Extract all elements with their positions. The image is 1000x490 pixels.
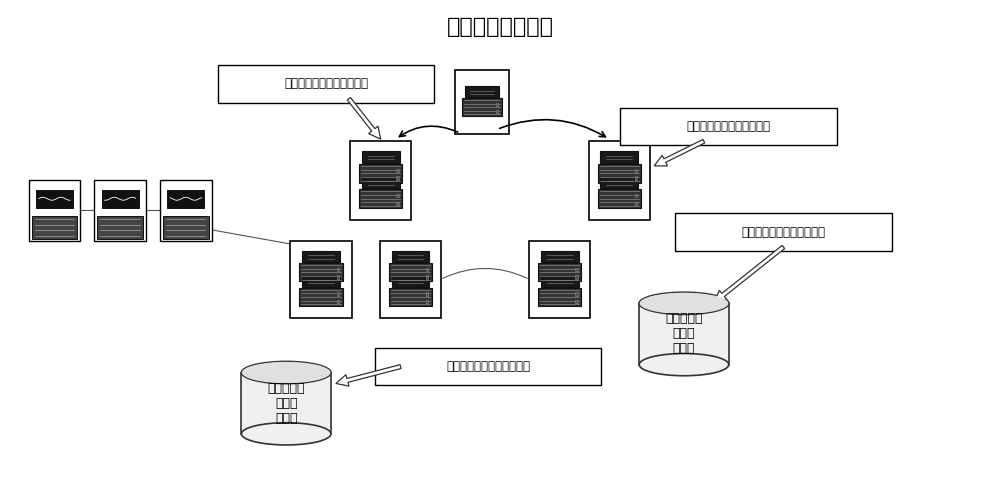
FancyBboxPatch shape bbox=[620, 108, 837, 145]
Ellipse shape bbox=[639, 292, 729, 315]
FancyBboxPatch shape bbox=[102, 190, 139, 208]
FancyBboxPatch shape bbox=[160, 180, 212, 241]
FancyBboxPatch shape bbox=[299, 263, 343, 281]
Text: 分散计算节点发现协议报文: 分散计算节点发现协议报文 bbox=[687, 120, 771, 133]
Ellipse shape bbox=[242, 362, 330, 383]
FancyBboxPatch shape bbox=[241, 372, 331, 434]
FancyBboxPatch shape bbox=[302, 251, 340, 262]
FancyBboxPatch shape bbox=[426, 293, 428, 296]
FancyBboxPatch shape bbox=[362, 151, 400, 163]
Polygon shape bbox=[347, 98, 381, 139]
Text: 分散计算节点发现协议报文: 分散计算节点发现协议报文 bbox=[446, 360, 530, 373]
FancyBboxPatch shape bbox=[359, 189, 402, 208]
Ellipse shape bbox=[640, 293, 728, 314]
FancyBboxPatch shape bbox=[396, 202, 399, 205]
FancyBboxPatch shape bbox=[675, 213, 892, 251]
FancyBboxPatch shape bbox=[496, 110, 498, 113]
FancyBboxPatch shape bbox=[462, 98, 502, 116]
FancyBboxPatch shape bbox=[97, 216, 143, 239]
FancyBboxPatch shape bbox=[337, 293, 339, 296]
FancyBboxPatch shape bbox=[163, 216, 209, 239]
FancyBboxPatch shape bbox=[389, 263, 432, 281]
FancyBboxPatch shape bbox=[575, 293, 578, 296]
FancyBboxPatch shape bbox=[359, 164, 402, 183]
FancyBboxPatch shape bbox=[302, 275, 340, 287]
FancyBboxPatch shape bbox=[635, 202, 637, 205]
Polygon shape bbox=[654, 140, 705, 166]
FancyBboxPatch shape bbox=[375, 348, 601, 386]
FancyBboxPatch shape bbox=[426, 300, 428, 303]
FancyBboxPatch shape bbox=[29, 180, 80, 241]
FancyBboxPatch shape bbox=[167, 190, 204, 208]
Polygon shape bbox=[336, 365, 401, 386]
FancyBboxPatch shape bbox=[538, 288, 581, 306]
Polygon shape bbox=[714, 245, 785, 302]
FancyBboxPatch shape bbox=[392, 251, 429, 262]
FancyBboxPatch shape bbox=[389, 288, 432, 306]
Ellipse shape bbox=[241, 423, 331, 445]
FancyBboxPatch shape bbox=[575, 268, 578, 271]
FancyBboxPatch shape bbox=[392, 275, 429, 287]
Text: 分散计算节
点信息
动态表: 分散计算节 点信息 动态表 bbox=[665, 313, 703, 355]
FancyBboxPatch shape bbox=[635, 169, 637, 172]
FancyBboxPatch shape bbox=[396, 176, 399, 180]
FancyBboxPatch shape bbox=[36, 190, 73, 208]
FancyBboxPatch shape bbox=[350, 141, 411, 220]
FancyBboxPatch shape bbox=[218, 65, 434, 102]
FancyBboxPatch shape bbox=[635, 194, 637, 197]
Text: 分散计算节
点信息
动态表: 分散计算节 点信息 动态表 bbox=[267, 382, 305, 425]
FancyBboxPatch shape bbox=[426, 275, 428, 279]
FancyBboxPatch shape bbox=[639, 303, 729, 365]
Text: 分散计算节点发现协议报文: 分散计算节点发现协议报文 bbox=[284, 77, 368, 90]
FancyBboxPatch shape bbox=[396, 169, 399, 172]
FancyBboxPatch shape bbox=[337, 268, 339, 271]
FancyBboxPatch shape bbox=[541, 275, 579, 287]
FancyBboxPatch shape bbox=[496, 103, 498, 106]
FancyBboxPatch shape bbox=[362, 176, 400, 188]
FancyBboxPatch shape bbox=[589, 141, 650, 220]
Ellipse shape bbox=[241, 362, 331, 384]
FancyBboxPatch shape bbox=[94, 180, 146, 241]
Text: 分散计算节点上线: 分散计算节点上线 bbox=[447, 18, 554, 38]
Ellipse shape bbox=[639, 353, 729, 376]
FancyBboxPatch shape bbox=[541, 251, 579, 262]
FancyBboxPatch shape bbox=[600, 176, 638, 188]
FancyBboxPatch shape bbox=[455, 70, 509, 134]
FancyBboxPatch shape bbox=[299, 288, 343, 306]
FancyBboxPatch shape bbox=[529, 241, 590, 318]
FancyBboxPatch shape bbox=[337, 275, 339, 279]
FancyBboxPatch shape bbox=[32, 216, 77, 239]
FancyBboxPatch shape bbox=[575, 300, 578, 303]
Text: 分散计算节点发现协议报文: 分散计算节点发现协议报文 bbox=[741, 226, 825, 239]
FancyBboxPatch shape bbox=[598, 189, 641, 208]
FancyBboxPatch shape bbox=[426, 268, 428, 271]
FancyBboxPatch shape bbox=[290, 241, 352, 318]
FancyBboxPatch shape bbox=[396, 194, 399, 197]
FancyBboxPatch shape bbox=[598, 164, 641, 183]
FancyBboxPatch shape bbox=[635, 176, 637, 180]
FancyBboxPatch shape bbox=[380, 241, 441, 318]
FancyBboxPatch shape bbox=[465, 86, 499, 97]
FancyBboxPatch shape bbox=[575, 275, 578, 279]
FancyBboxPatch shape bbox=[538, 263, 581, 281]
FancyBboxPatch shape bbox=[600, 151, 638, 163]
FancyBboxPatch shape bbox=[337, 300, 339, 303]
